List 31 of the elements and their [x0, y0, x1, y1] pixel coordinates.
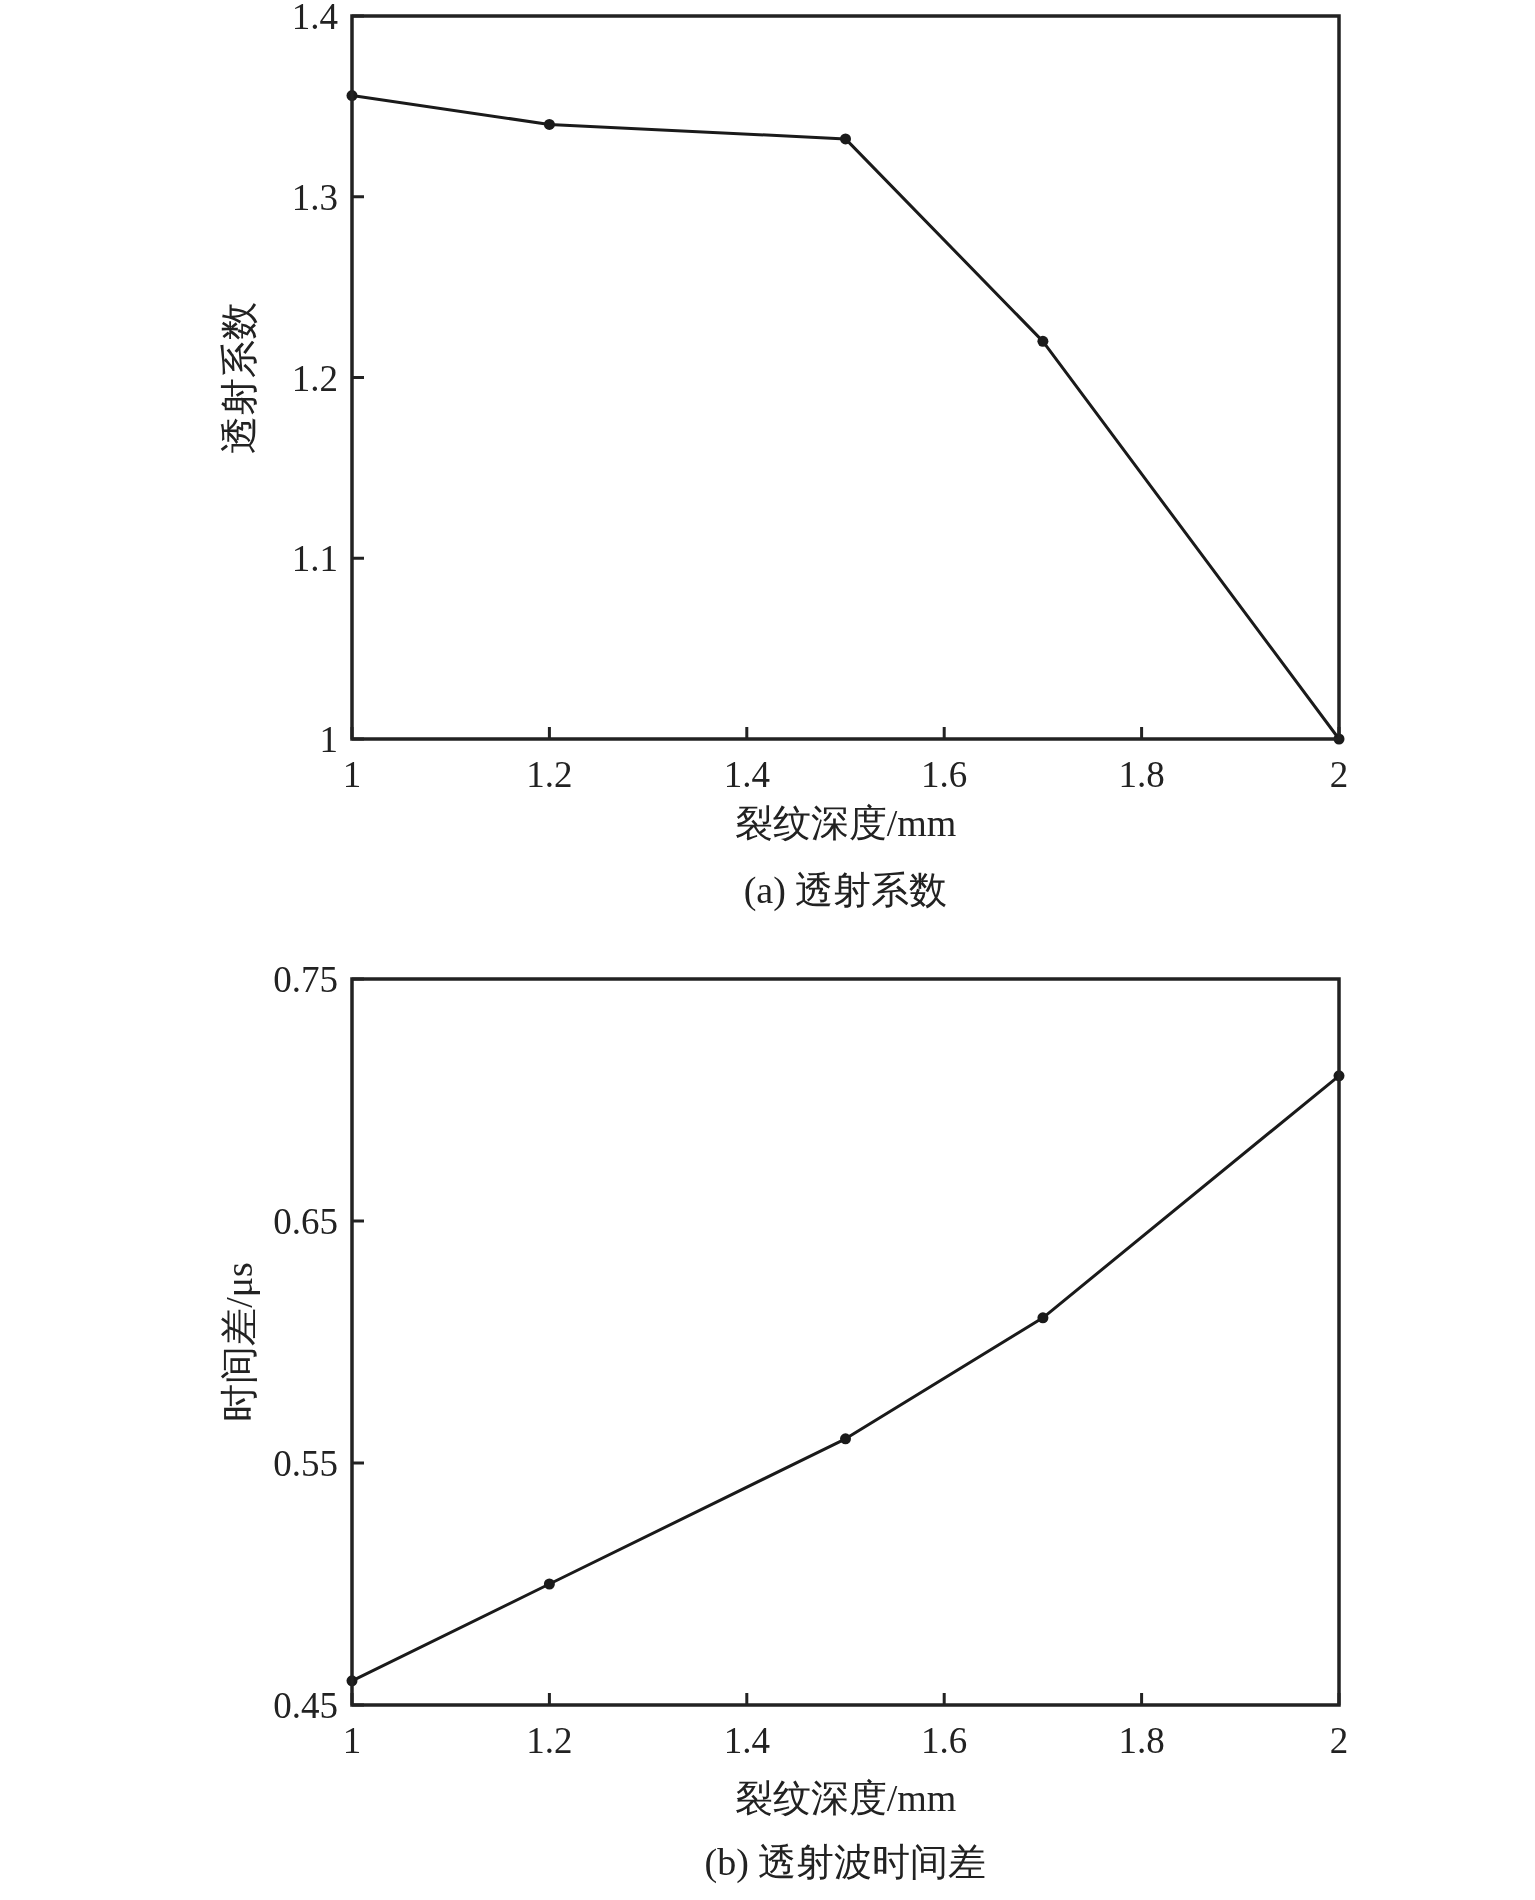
x-tick-label: 1.4	[723, 1720, 770, 1761]
text: (b) 透射波时间差	[704, 1841, 987, 1884]
x-tick-label: 2	[1329, 1720, 1349, 1761]
point	[1037, 1312, 1049, 1324]
x-tick-label: 1.6	[921, 1720, 968, 1761]
y-tick-label: 1	[319, 719, 338, 760]
y-tick-label: 1.2	[291, 357, 338, 399]
x-tick-label: 1.8	[1118, 754, 1165, 795]
text: (a) 透射系数	[743, 869, 948, 912]
y-axis-title: 透射系数	[218, 301, 260, 454]
point	[840, 133, 851, 145]
y-tick-label: 0.65	[273, 1201, 338, 1242]
point	[543, 118, 555, 130]
y-tick-label: 1.1	[291, 538, 338, 580]
x-axis-title: 裂纹深度/mm	[734, 1777, 957, 1819]
x-tick-label: 2	[1329, 754, 1349, 795]
x-tick-label: 1.2	[526, 754, 573, 795]
point	[1037, 335, 1049, 347]
y-tick-label: 0.55	[273, 1443, 338, 1484]
x-tick-label: 1.8	[1118, 1720, 1165, 1761]
y-axis-title: 时间差/μs	[218, 1262, 260, 1422]
x-tick-label: 1.6	[921, 754, 968, 795]
y-tick-label: 1.4	[291, 0, 338, 37]
point	[840, 1433, 851, 1445]
y-tick-label: 0.45	[273, 1685, 338, 1726]
x-tick-label: 1.2	[526, 1720, 573, 1761]
x-axis-title: 裂纹深度/mm	[734, 802, 957, 844]
y-tick-label: 1.3	[291, 176, 338, 218]
y-tick-label: 0.75	[273, 959, 338, 1000]
point	[543, 1578, 555, 1590]
x-tick-label: 1.4	[723, 754, 770, 795]
